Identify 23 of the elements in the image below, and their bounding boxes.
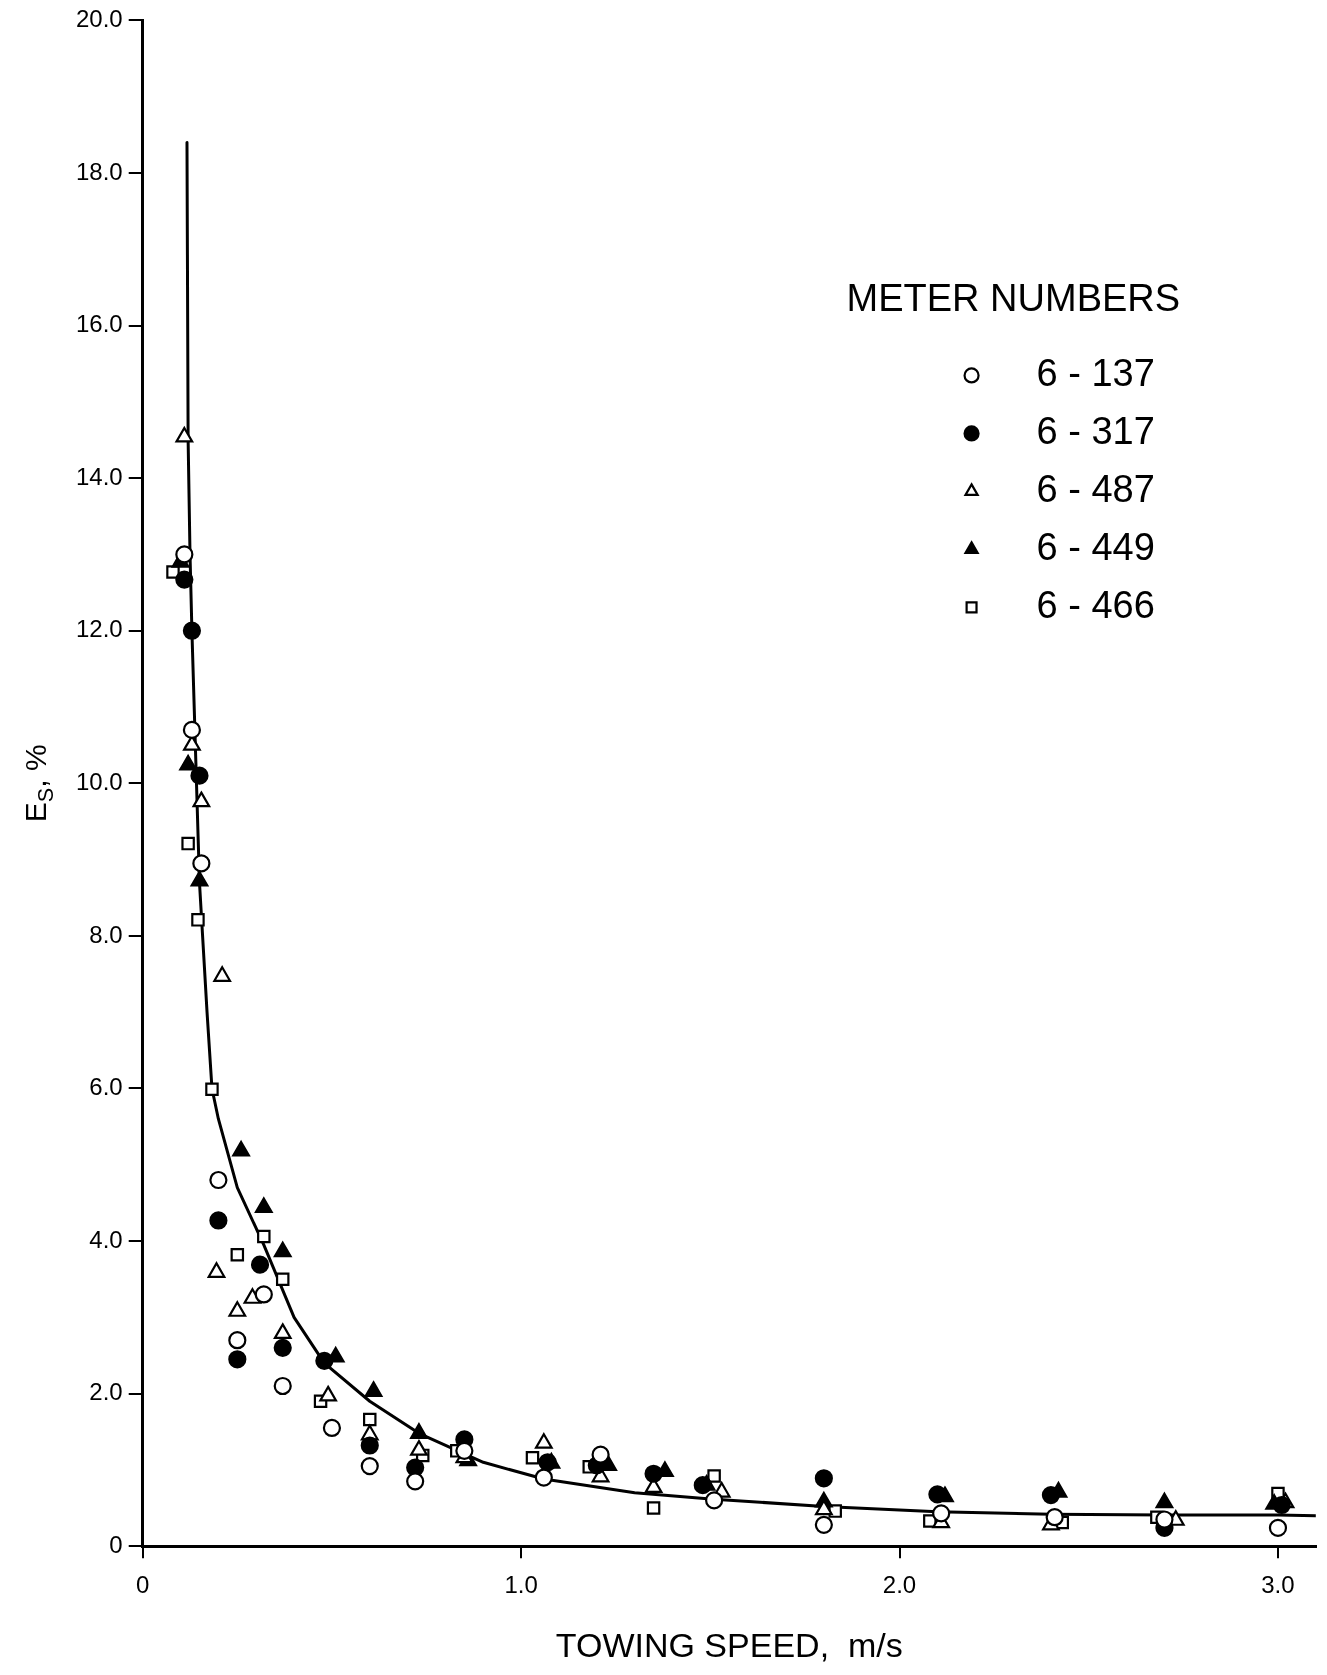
x-tick-label: 0	[136, 1571, 150, 1599]
y-tick-label: 4.0	[89, 1225, 123, 1253]
x-axis-title: TOWING SPEED, m/s	[555, 1626, 903, 1665]
y-axis-title: ES, %	[19, 744, 58, 823]
y-tick-label: 0	[109, 1530, 123, 1558]
legend-label: 6 - 317	[1036, 409, 1155, 452]
legend-title: METER NUMBERS	[846, 276, 1181, 319]
y-tick-label: 10.0	[75, 767, 123, 795]
legend-label: 6 - 466	[1036, 583, 1155, 626]
y-tick-label: 12.0	[75, 615, 123, 643]
x-tick-label: 2.0	[882, 1571, 917, 1599]
x-tick-label: 3.0	[1261, 1571, 1295, 1599]
y-tick-label: 18.0	[75, 157, 123, 185]
y-tick-label: 8.0	[89, 920, 123, 948]
y-tick-label: 16.0	[75, 310, 123, 338]
y-tick-label: 2.0	[89, 1378, 123, 1406]
legend-label: 6 - 487	[1036, 467, 1155, 510]
legend-label: 6 - 137	[1036, 351, 1155, 394]
x-tick-label: 1.0	[504, 1571, 538, 1599]
y-tick-label: 6.0	[89, 1073, 123, 1101]
y-tick-label: 20.0	[75, 5, 123, 33]
legend-label: 6 - 449	[1036, 525, 1155, 568]
y-tick-label: 14.0	[75, 462, 123, 490]
